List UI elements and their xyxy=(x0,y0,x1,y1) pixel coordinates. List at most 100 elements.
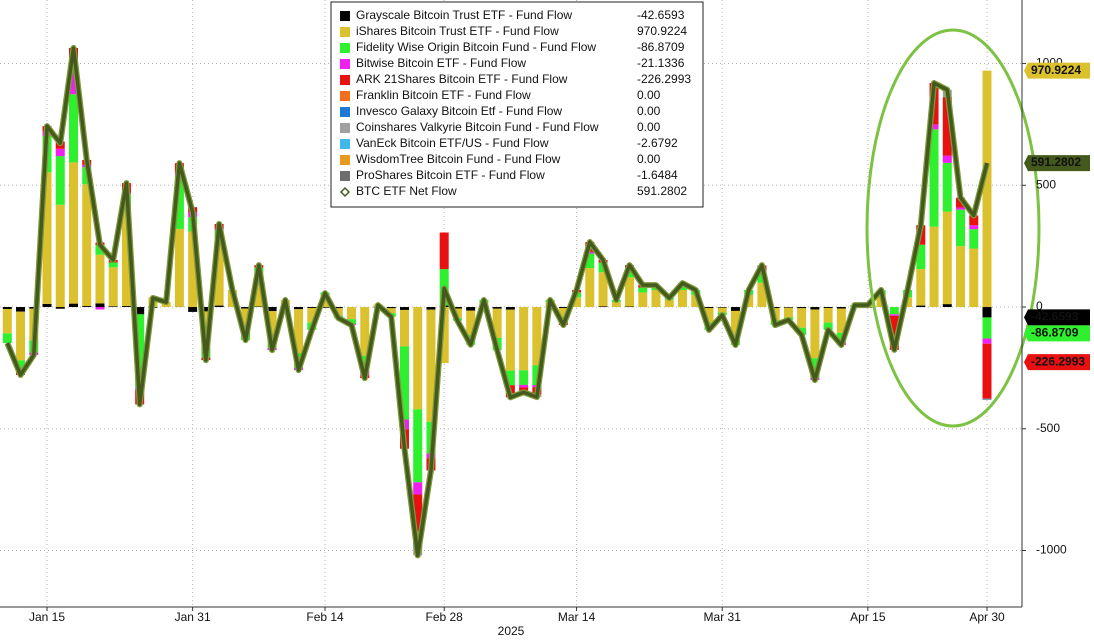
bar xyxy=(241,307,251,309)
legend-value: 0.00 xyxy=(637,120,661,134)
bar xyxy=(174,175,184,229)
bar xyxy=(347,319,357,325)
bar xyxy=(717,307,727,313)
bar xyxy=(413,482,423,495)
bar xyxy=(929,124,939,130)
legend-value: 0.00 xyxy=(637,152,661,166)
bar xyxy=(982,317,992,339)
bar xyxy=(42,303,52,308)
legend-value: -42.6593 xyxy=(637,8,685,22)
bar xyxy=(2,307,12,309)
bar xyxy=(426,307,436,310)
legend-label: VanEck Bitcoin ETF/US - Fund Flow xyxy=(356,136,549,150)
bar xyxy=(254,272,264,307)
bar xyxy=(585,268,595,308)
callout-label: 970.9224 xyxy=(1031,63,1081,77)
bar xyxy=(823,322,833,330)
legend-swatch xyxy=(340,43,350,53)
bar xyxy=(889,307,899,315)
bar xyxy=(95,244,105,255)
bar xyxy=(82,184,92,307)
bar xyxy=(267,311,277,341)
bar xyxy=(942,211,952,305)
bar xyxy=(638,287,648,293)
callout-label: 591.2802 xyxy=(1031,155,1081,169)
legend-label: Fidelity Wise Origin Bitcoin Fund - Fund… xyxy=(356,40,596,54)
legend-swatch xyxy=(340,11,350,21)
bar xyxy=(95,303,105,308)
legend-value: 591.2802 xyxy=(637,184,687,198)
callout-box xyxy=(1024,309,1090,326)
bar xyxy=(956,209,966,247)
bar xyxy=(413,307,423,410)
bar xyxy=(625,277,635,307)
x-tick-label: Apr 15 xyxy=(850,610,886,624)
callout-box xyxy=(1024,155,1090,172)
bar xyxy=(889,314,899,316)
callouts: 970.9224 591.2802 -42.6593 -86.8709 -226.299… xyxy=(1024,62,1090,371)
bar xyxy=(108,262,118,268)
bar xyxy=(68,57,78,95)
bar xyxy=(333,307,343,309)
legend-label: Franklin Bitcoin ETF - Fund Flow xyxy=(356,88,531,102)
bar xyxy=(466,310,476,336)
bar xyxy=(810,358,820,378)
bar xyxy=(969,229,979,249)
callout-label: -86.8709 xyxy=(1031,326,1079,340)
bar xyxy=(492,308,502,338)
bar xyxy=(982,338,992,344)
bar xyxy=(68,94,78,163)
bar xyxy=(797,308,807,328)
bar xyxy=(68,162,78,304)
bar xyxy=(783,307,793,308)
bar xyxy=(956,246,966,308)
bar xyxy=(360,307,370,356)
legend-label: Bitwise Bitcoin ETF - Fund Flow xyxy=(356,56,526,70)
bar xyxy=(16,360,26,373)
legend-label: ARK 21Shares Bitcoin ETF - Fund Flow xyxy=(356,72,568,86)
bar xyxy=(135,307,145,315)
bar xyxy=(2,308,12,334)
bar xyxy=(969,225,979,230)
y-tick-label: 0 xyxy=(1036,299,1043,313)
bar xyxy=(572,297,582,308)
legend-marker xyxy=(339,186,351,198)
bar xyxy=(16,307,26,312)
legend-label: BTC ETF Net Flow xyxy=(356,184,457,198)
bar xyxy=(16,311,26,361)
bar xyxy=(439,307,449,364)
bar xyxy=(108,306,118,308)
bar xyxy=(466,307,476,311)
legend-swatch xyxy=(340,91,350,101)
bar xyxy=(916,244,926,270)
bar xyxy=(519,370,529,385)
legend-value: -1.6484 xyxy=(637,168,678,182)
x-tick-label: Feb 28 xyxy=(426,610,464,624)
legend-swatch xyxy=(340,107,350,117)
bar xyxy=(717,307,727,308)
bar xyxy=(386,308,396,314)
bar xyxy=(519,384,529,388)
legend-swatch xyxy=(340,75,350,85)
bar xyxy=(95,307,105,310)
legend-label: Grayscale Bitcoin Trust ETF - Fund Flow xyxy=(356,8,572,22)
legend-box xyxy=(330,1,704,208)
legend-value: 0.00 xyxy=(637,104,661,118)
bar xyxy=(307,308,317,323)
bar xyxy=(823,308,833,323)
bar xyxy=(492,307,502,309)
bar xyxy=(307,307,317,309)
x-tick-label: Jan 15 xyxy=(29,610,65,624)
bar xyxy=(55,148,65,157)
bar xyxy=(836,308,846,333)
bar xyxy=(399,307,409,310)
bar xyxy=(399,346,409,420)
bar xyxy=(505,370,515,386)
legend-value: -226.2993 xyxy=(637,72,691,86)
bar xyxy=(505,309,515,371)
bar xyxy=(916,305,926,308)
y-tick-label: -1000 xyxy=(1036,543,1067,557)
bar xyxy=(532,307,542,366)
highlight-ellipse xyxy=(865,28,1041,428)
bar xyxy=(439,232,449,270)
